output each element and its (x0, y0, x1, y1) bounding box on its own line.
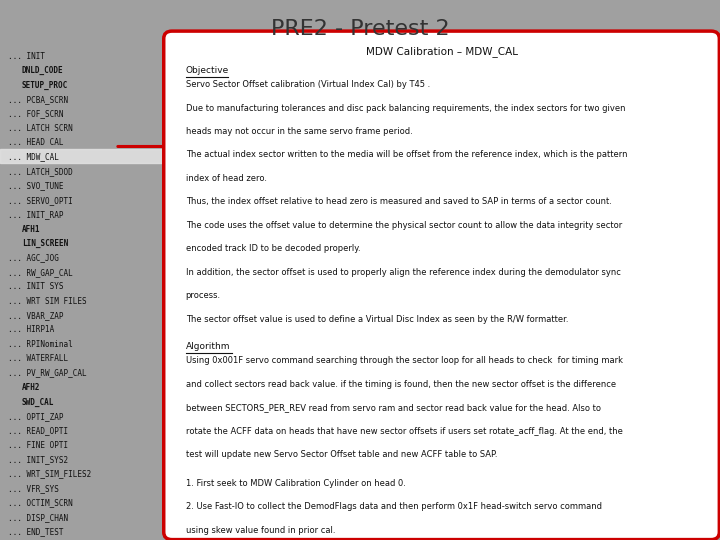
Text: using skew value found in prior cal.: using skew value found in prior cal. (186, 525, 335, 535)
Text: test will update new Servo Sector Offset table and new ACFF table to SAP.: test will update new Servo Sector Offset… (186, 450, 497, 459)
Text: ... MDW_CAL: ... MDW_CAL (9, 152, 59, 161)
Text: Algorithm: Algorithm (186, 342, 230, 352)
FancyBboxPatch shape (163, 31, 719, 539)
Text: AFH1: AFH1 (22, 225, 40, 233)
Text: Due to manufacturing tolerances and disc pack balancing requirements, the index : Due to manufacturing tolerances and disc… (186, 104, 625, 112)
Text: AFH2: AFH2 (22, 383, 40, 392)
Text: Objective: Objective (186, 66, 229, 75)
Text: ... HEAD CAL: ... HEAD CAL (9, 138, 64, 147)
Text: and collect sectors read back value. if the timing is found, then the new sector: and collect sectors read back value. if … (186, 380, 616, 389)
Text: The sector offset value is used to define a Virtual Disc Index as seen by the R/: The sector offset value is used to defin… (186, 315, 568, 324)
Text: ... FINE OPTI: ... FINE OPTI (9, 441, 68, 450)
Text: In addition, the sector offset is used to properly align the reference index dur: In addition, the sector offset is used t… (186, 268, 621, 277)
Text: encoded track ID to be decoded properly.: encoded track ID to be decoded properly. (186, 245, 360, 253)
Text: ... INIT: ... INIT (9, 52, 45, 60)
Text: ... HIRP1A: ... HIRP1A (9, 326, 55, 334)
Text: ... INIT SYS: ... INIT SYS (9, 282, 64, 291)
Text: ... PV_RW_GAP_CAL: ... PV_RW_GAP_CAL (9, 369, 87, 377)
Text: DNLD_CODE: DNLD_CODE (22, 66, 63, 75)
Text: ... AGC_JOG: ... AGC_JOG (9, 253, 59, 262)
Text: ... END_TEST: ... END_TEST (9, 527, 64, 536)
Text: ... INIT_RAP: ... INIT_RAP (9, 210, 64, 219)
Text: ... READ_OPTI: ... READ_OPTI (9, 426, 68, 435)
Text: ... INIT_SYS2: ... INIT_SYS2 (9, 455, 68, 464)
Bar (0, 149, 169, 163)
Text: SWD_CAL: SWD_CAL (22, 397, 55, 407)
Text: ... SERVO_OPTI: ... SERVO_OPTI (9, 195, 73, 205)
Text: The code uses the offset value to determine the physical sector count to allow t: The code uses the offset value to determ… (186, 221, 622, 230)
Text: ... RW_GAP_CAL: ... RW_GAP_CAL (9, 268, 73, 277)
Text: rotate the ACFF data on heads that have new sector offsets if users set rotate_a: rotate the ACFF data on heads that have … (186, 427, 623, 436)
Text: PRE2 - Pretest 2: PRE2 - Pretest 2 (271, 19, 449, 39)
Text: heads may not occur in the same servo frame period.: heads may not occur in the same servo fr… (186, 127, 413, 136)
Text: ... PCBA_SCRN: ... PCBA_SCRN (9, 95, 68, 104)
Text: ... VBAR_ZAP: ... VBAR_ZAP (9, 311, 64, 320)
Text: ... FOF_SCRN: ... FOF_SCRN (9, 109, 64, 118)
Text: 2. Use Fast-IO to collect the DemodFlags data and then perform 0x1F head-switch : 2. Use Fast-IO to collect the DemodFlags… (186, 502, 602, 511)
Text: The actual index sector written to the media will be offset from the reference i: The actual index sector written to the m… (186, 151, 627, 159)
Text: ... WRT SIM FILES: ... WRT SIM FILES (9, 296, 87, 306)
Text: Using 0x001F servo command searching through the sector loop for all heads to ch: Using 0x001F servo command searching thr… (186, 356, 623, 365)
Text: process.: process. (186, 292, 221, 300)
Text: Servo Sector Offset calibration (Virtual Index Cal) by T45 .: Servo Sector Offset calibration (Virtual… (186, 80, 430, 89)
Text: ... OCTIM_SCRN: ... OCTIM_SCRN (9, 498, 73, 507)
Text: ... OPTI_ZAP: ... OPTI_ZAP (9, 412, 64, 421)
Text: ... WATERFALL: ... WATERFALL (9, 354, 68, 363)
Text: SETUP_PROC: SETUP_PROC (22, 80, 68, 90)
Text: MDW Calibration – MDW_CAL: MDW Calibration – MDW_CAL (366, 46, 518, 57)
Text: ... SVO_TUNE: ... SVO_TUNE (9, 181, 64, 190)
Text: ... DISP_CHAN: ... DISP_CHAN (9, 512, 68, 522)
Text: index of head zero.: index of head zero. (186, 174, 266, 183)
Text: between SECTORS_PER_REV read from servo ram and sector read back value for the h: between SECTORS_PER_REV read from servo … (186, 403, 600, 412)
Text: 1. First seek to MDW Calibration Cylinder on head 0.: 1. First seek to MDW Calibration Cylinde… (186, 478, 405, 488)
Text: ... WRT_SIM_FILES2: ... WRT_SIM_FILES2 (9, 469, 91, 478)
Text: LIN_SCREEN: LIN_SCREEN (22, 239, 68, 248)
Text: ... LATCH_SDOD: ... LATCH_SDOD (9, 167, 73, 176)
Text: ... RPINominal: ... RPINominal (9, 340, 73, 349)
Text: Thus, the index offset relative to head zero is measured and saved to SAP in ter: Thus, the index offset relative to head … (186, 198, 611, 206)
Text: ... VFR_SYS: ... VFR_SYS (9, 484, 59, 493)
Text: ... LATCH SCRN: ... LATCH SCRN (9, 124, 73, 133)
